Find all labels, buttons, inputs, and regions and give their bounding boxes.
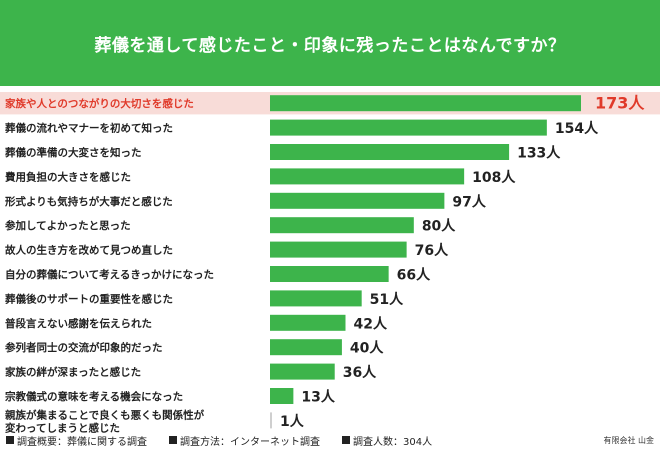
category-label: 費用負担の大きさを感じた: [5, 170, 131, 183]
category-label: 形式よりも気持ちが大事だと感じた: [5, 195, 173, 208]
bar-chart: 家族や人とのつながりの大切さを感じた 173人葬儀の流れやマナーを初めて知った 15…: [0, 88, 660, 433]
survey-overview-text: 調査概要：葬儀に関する調査: [17, 436, 147, 448]
survey-note-overview: 調査概要：葬儀に関する調査: [6, 433, 147, 448]
survey-note-count: 調査人数：304人: [342, 433, 432, 448]
value-label: 42人: [354, 315, 388, 332]
category-label: 家族や人とのつながりの大切さを感じた: [5, 97, 194, 110]
bar: [270, 290, 362, 307]
category-label: 参列者同士の交流が印象的だった: [5, 341, 163, 354]
category-label: 参加してよかったと思った: [5, 219, 131, 232]
bar: [270, 363, 335, 380]
square-bullet-icon: [6, 436, 14, 444]
bar: [270, 339, 342, 356]
bar: [270, 119, 547, 136]
value-label: 36人: [343, 364, 377, 381]
category-label: 葬儀の流れやマナーを初めて知った: [4, 122, 173, 135]
bar: [270, 217, 414, 234]
category-label: 葬儀後のサポートの重要性を感じた: [4, 292, 173, 305]
bar: [270, 168, 465, 185]
bar: [270, 266, 389, 282]
bar: [270, 314, 346, 331]
category-label: 家族の絆が深まったと感じた: [5, 366, 141, 379]
value-label: 97人: [452, 193, 486, 210]
bar: [270, 241, 407, 258]
category-label: 普段言えない感謝を伝えられた: [5, 317, 152, 330]
survey-method-text: 調査方法：インターネット調査: [180, 436, 320, 448]
value-label: 76人: [415, 242, 449, 259]
category-label: 葬儀の準備の大変さを知った: [4, 146, 142, 159]
value-label: 108人: [472, 169, 516, 186]
bar: [270, 412, 272, 429]
company-credit: 有限会社 山金: [603, 435, 654, 445]
square-bullet-icon: [169, 436, 177, 444]
square-bullet-icon: [342, 436, 350, 444]
value-label: 40人: [350, 340, 384, 357]
value-label: 133人: [517, 145, 561, 162]
title-banner: 葬儀を通して感じたこと・印象に残ったことはなんですか？: [0, 0, 660, 86]
value-label: 1人: [280, 413, 305, 430]
value-label: 66人: [397, 267, 431, 284]
category-label: 宗教儀式の意味を考える機会になった: [5, 390, 183, 403]
category-label: 自分の葬儀について考えるきっかけになった: [5, 268, 214, 281]
value-label: 80人: [422, 218, 456, 235]
survey-footer: 調査概要：葬儀に関する調査 調査方法：インターネット調査 調査人数：304人 有…: [6, 432, 654, 448]
bar: [270, 192, 445, 209]
value-label: 173人: [595, 94, 645, 113]
value-label: 154人: [555, 120, 599, 137]
category-label: 故人の生き方を改めて見つめ直した: [5, 244, 173, 257]
category-label: 親族が集まることで良くも悪くも関係性が変わってしまうと感じた: [5, 408, 205, 433]
survey-count-text: 調査人数：304人: [353, 436, 433, 448]
value-label: 51人: [370, 291, 404, 308]
bar: [270, 144, 510, 160]
chart-title: 葬儀を通して感じたこと・印象に残ったことはなんですか？: [94, 35, 566, 56]
bar: [270, 388, 294, 404]
survey-note-method: 調査方法：インターネット調査: [169, 433, 320, 448]
bar: [270, 95, 581, 112]
value-label: 13人: [301, 389, 335, 406]
